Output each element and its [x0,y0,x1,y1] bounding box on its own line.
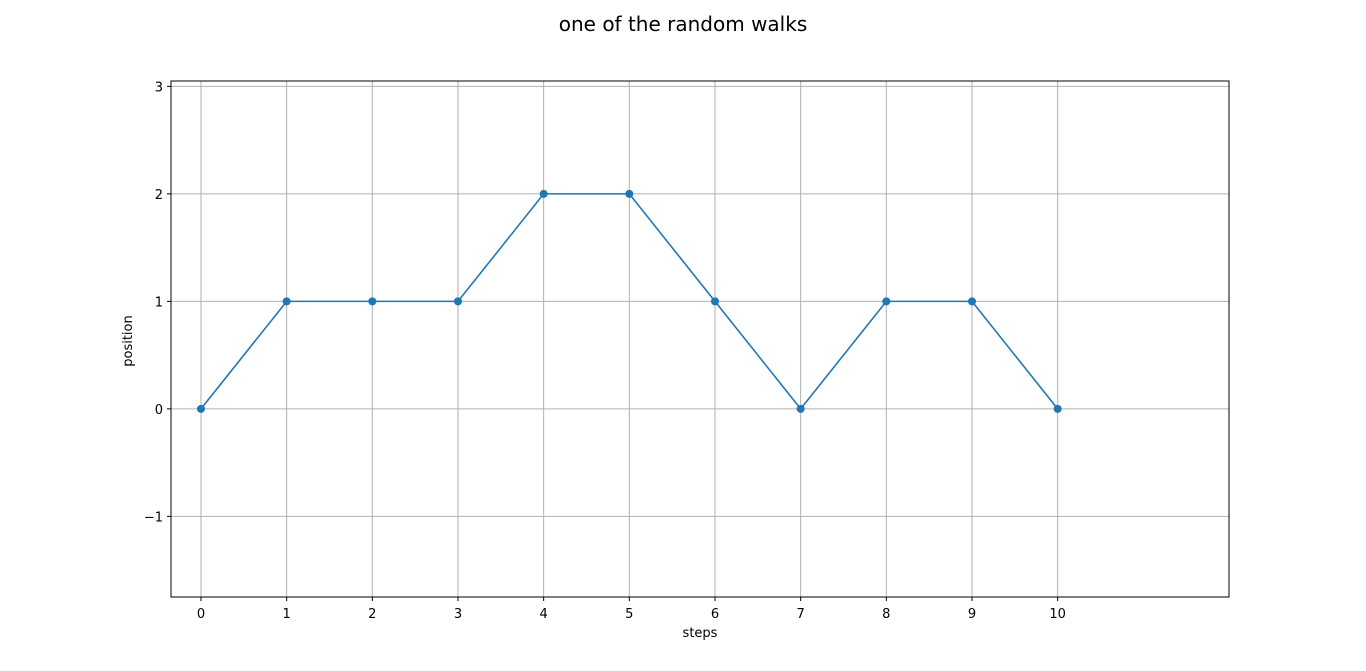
x-tick-label: 6 [711,607,719,622]
series-layer [196,189,1062,413]
data-point [967,297,976,306]
y-tick-label: 1 [155,295,163,310]
data-point [196,404,205,413]
plot-area-frame [170,80,1230,598]
x-tick-label: 3 [454,607,462,622]
data-point [453,297,462,306]
data-point [539,189,548,198]
data-point [368,297,377,306]
data-point [625,189,634,198]
x-tick-label: 9 [968,607,976,622]
x-axis-label: steps [683,626,718,641]
y-tick-label: 3 [155,80,163,95]
x-axis-ticks: 0 1 2 3 4 5 6 7 8 9 10 [197,597,1066,622]
y-tick-label: 0 [155,403,163,418]
y-axis-label: position [121,315,136,367]
x-tick-label: 4 [540,607,548,622]
x-tick-label: 7 [797,607,805,622]
data-point [282,297,291,306]
data-point [1053,404,1062,413]
x-tick-label: 2 [368,607,376,622]
data-point [710,297,719,306]
x-tick-label: 8 [882,607,890,622]
x-tick-label: 0 [197,607,205,622]
x-tick-label: 1 [283,607,291,622]
y-tick-label: 2 [155,188,163,203]
data-point [882,297,891,306]
x-gridlines [200,81,1059,597]
y-tick-label: −1 [144,510,163,525]
x-tick-label: 10 [1049,607,1066,622]
y-axis-ticks: −1 0 1 2 3 [144,80,171,525]
x-tick-label: 5 [625,607,633,622]
data-point [796,404,805,413]
chart-title: one of the random walks [559,12,808,36]
